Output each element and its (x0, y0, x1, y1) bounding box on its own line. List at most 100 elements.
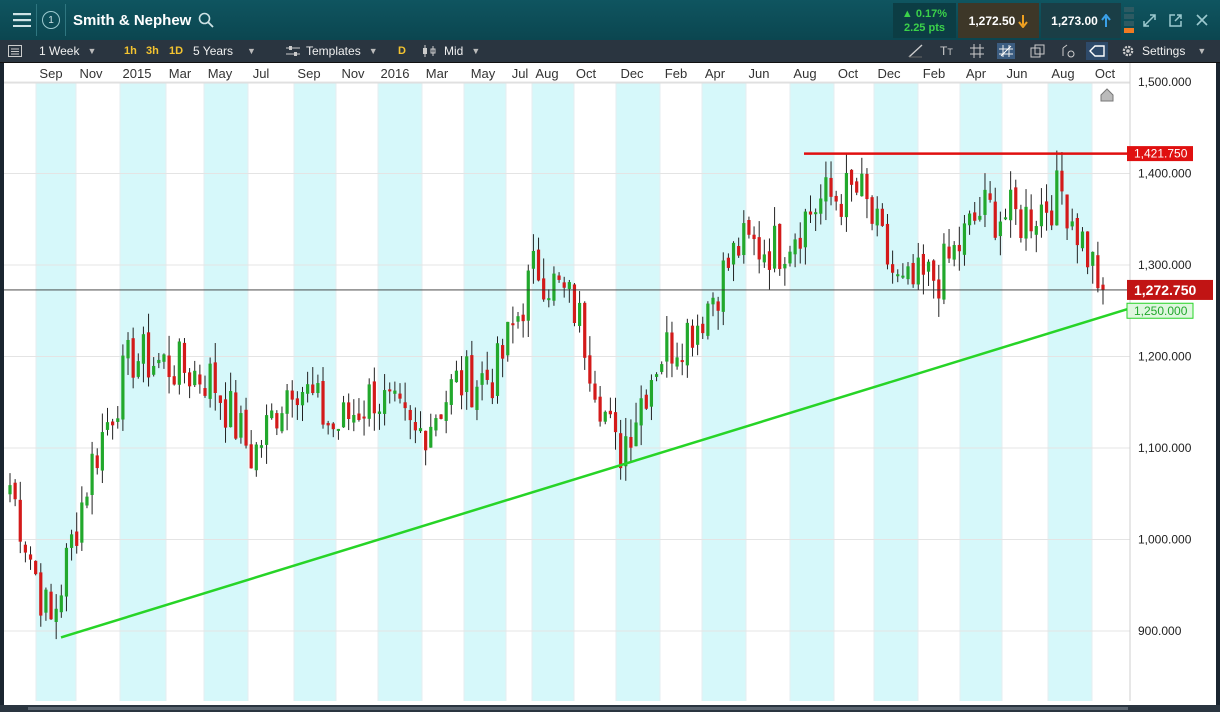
range-dropdown[interactable]: 5 Years ▼ (193, 40, 273, 62)
buy-price-button[interactable]: 1,273.00 (1041, 3, 1121, 38)
y-axis: 1,500.000 1,400.000 1,300.000 1,200.000 1,10… (1129, 63, 1192, 701)
candle-body (470, 355, 474, 408)
search-icon[interactable] (198, 12, 214, 28)
window-number-badge[interactable]: 1 (41, 0, 61, 40)
resistance-price-tag-bg (1127, 146, 1193, 162)
price-chart[interactable]: Sep Nov 2015 Mar May Jul Sep Nov 2016 Mar May Jul Au… (4, 63, 1216, 705)
candle-body (69, 534, 74, 548)
chevron-down-icon: ▼ (471, 46, 481, 56)
tag-icon[interactable] (1086, 40, 1108, 62)
x-tick-label: May (208, 66, 233, 81)
x-tick-label: Jul (253, 66, 270, 81)
chart-background (4, 63, 1216, 705)
candle-body (690, 325, 695, 348)
candle-body (1024, 206, 1028, 239)
y-tick-label: 1,300.000 (1138, 258, 1192, 272)
candle-body (203, 388, 207, 396)
quick-interval-3h[interactable]: 3h (146, 40, 159, 62)
d-toggle[interactable]: D (398, 40, 406, 62)
candle-body (393, 390, 397, 394)
candle-body (439, 414, 443, 419)
y-tick-label: 1,400.000 (1138, 167, 1192, 181)
candle-body (536, 249, 541, 281)
candle-body (347, 402, 351, 420)
gridlines (4, 81, 1131, 701)
interval-dropdown[interactable]: 1 Week ▼ (39, 40, 117, 62)
candle-body (793, 239, 797, 255)
bottom-scrollbar[interactable] (0, 705, 1220, 712)
resistance-price-tag: 1,421.750 (1127, 146, 1193, 162)
candle-body (501, 345, 505, 359)
y-tick-label: 1,500.000 (1138, 75, 1192, 89)
close-icon[interactable] (1194, 0, 1210, 40)
hamburger-icon[interactable] (8, 0, 36, 40)
x-tick-label: Oct (838, 66, 859, 81)
divider (65, 4, 66, 36)
chevron-down-icon: ▼ (87, 46, 97, 56)
candle-body (834, 195, 838, 202)
candle-body (177, 341, 181, 385)
text-size-icon[interactable]: TT (940, 44, 953, 58)
candle-body (295, 398, 299, 406)
draw-line-icon[interactable] (908, 40, 924, 62)
candle-body (311, 384, 315, 394)
list-icon[interactable] (8, 40, 22, 62)
y-tick-label: 900.000 (1138, 624, 1182, 638)
settings-dropdown[interactable]: Settings ▼ (1121, 40, 1206, 62)
candle-body (983, 189, 987, 215)
candle-body (947, 246, 951, 259)
candle-body (485, 369, 489, 380)
plot-area (4, 63, 1216, 705)
candle-body (829, 177, 833, 197)
candle-body (701, 323, 705, 334)
candle-body (382, 390, 387, 414)
candle-body (490, 382, 494, 399)
candle-body (126, 339, 130, 359)
candle-body (1096, 255, 1100, 289)
candle-body (444, 402, 448, 421)
candle-body (34, 560, 38, 575)
candle-body (182, 342, 187, 373)
grid-icon[interactable] (970, 40, 984, 62)
candle-body (300, 391, 305, 406)
candle-body (521, 314, 525, 322)
x-tick-label: Feb (923, 66, 945, 81)
badge-label: 1 (42, 11, 60, 29)
candle-body (926, 261, 931, 272)
candle-body (839, 203, 843, 217)
indicator-icon[interactable] (1060, 40, 1076, 62)
candle-body (449, 379, 453, 405)
instrument-title[interactable]: Smith & Nephew (73, 0, 214, 40)
x-tick-label: Mar (426, 66, 449, 81)
popout-icon[interactable] (1166, 0, 1184, 40)
candle-body (341, 402, 346, 428)
candle-body (418, 428, 423, 432)
templates-dropdown[interactable]: Templates ▼ (286, 40, 378, 62)
sell-price-button[interactable]: 1,272.50 (958, 3, 1039, 38)
x-tick-label: May (471, 66, 496, 81)
candle-body (860, 173, 864, 197)
expand-icon[interactable] (1140, 0, 1158, 40)
crosshair-icon[interactable] (997, 40, 1015, 62)
candle-body (706, 303, 710, 336)
price-type-dropdown[interactable]: Mid ▼ (422, 40, 480, 62)
candle-body (316, 383, 320, 394)
layers-icon[interactable] (1030, 40, 1046, 62)
quick-interval-1d[interactable]: 1D (169, 40, 183, 62)
candle-body (1044, 201, 1049, 213)
candle-body (162, 354, 166, 362)
candle-body (336, 428, 341, 431)
candle-body (613, 412, 618, 433)
candle-body (885, 223, 890, 265)
x-tick-label: 2015 (123, 66, 152, 81)
candles (8, 150, 1105, 640)
quick-interval-1h[interactable]: 1h (124, 40, 137, 62)
candle-body (526, 270, 530, 321)
scrollbar-thumb[interactable] (28, 707, 1128, 710)
candle-body (280, 413, 284, 432)
candle-body (1050, 210, 1054, 226)
candle-body (13, 482, 17, 500)
candle-body (988, 193, 992, 200)
candle-body (639, 398, 643, 426)
candle-body (64, 547, 69, 597)
